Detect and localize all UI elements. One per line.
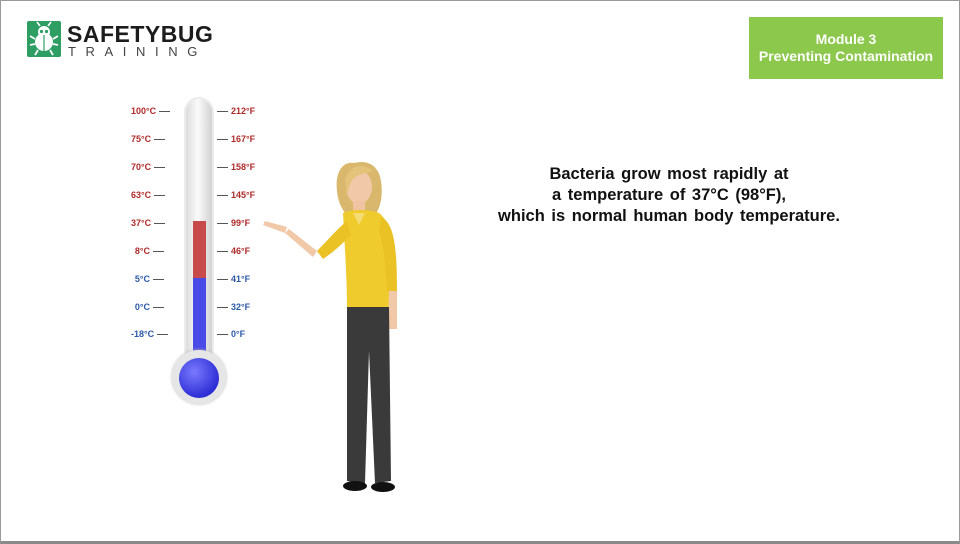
module-number: Module 3	[815, 31, 877, 47]
fahrenheit-tick: 212°F	[214, 106, 255, 116]
thermometer: 100°C 75°C 70°C 63°C 37°C 8°C 5°C 0°C -1…	[131, 97, 271, 417]
message-line-1: Bacteria grow most rapidly at	[549, 165, 789, 183]
bug-icon	[27, 21, 61, 57]
logo-title: SAFETYBUG	[67, 21, 214, 47]
fahrenheit-tick: 46°F	[214, 246, 250, 256]
fahrenheit-tick: 0°F	[214, 329, 245, 339]
fact-message: Bacteria grow most rapidly at a temperat…	[459, 164, 879, 227]
celsius-tick: 37°C	[131, 218, 167, 228]
fahrenheit-tick: 41°F	[214, 274, 250, 284]
module-title: Preventing Contamination	[758, 48, 934, 64]
fahrenheit-tick: 167°F	[214, 134, 255, 144]
message-line-2: a temperature of 37°C (98°F),	[552, 186, 786, 204]
fahrenheit-tick: 145°F	[214, 190, 255, 200]
thermometer-red-fill	[193, 221, 206, 278]
celsius-tick: 0°C	[131, 302, 167, 312]
fahrenheit-tick: 158°F	[214, 162, 255, 172]
fahrenheit-tick: 32°F	[214, 302, 250, 312]
celsius-tick: 70°C	[131, 162, 167, 172]
logo-subtitle: TRAINING	[68, 44, 207, 59]
celsius-tick: 63°C	[131, 190, 167, 200]
thermometer-bulb	[179, 358, 219, 398]
celsius-tick: 100°C	[131, 106, 171, 116]
celsius-tick: 5°C	[131, 274, 167, 284]
celsius-tick: 8°C	[131, 246, 167, 256]
module-badge: Module 3 Preventing Contamination	[749, 17, 943, 79]
message-line-3: which is normal human body temperature.	[498, 207, 840, 225]
celsius-tick: 75°C	[131, 134, 167, 144]
safetybug-logo: SAFETYBUG TRAINING	[27, 21, 227, 61]
presenter-woman-icon	[263, 161, 397, 492]
celsius-tick: -18°C	[131, 329, 169, 339]
fahrenheit-tick: 99°F	[214, 218, 250, 228]
